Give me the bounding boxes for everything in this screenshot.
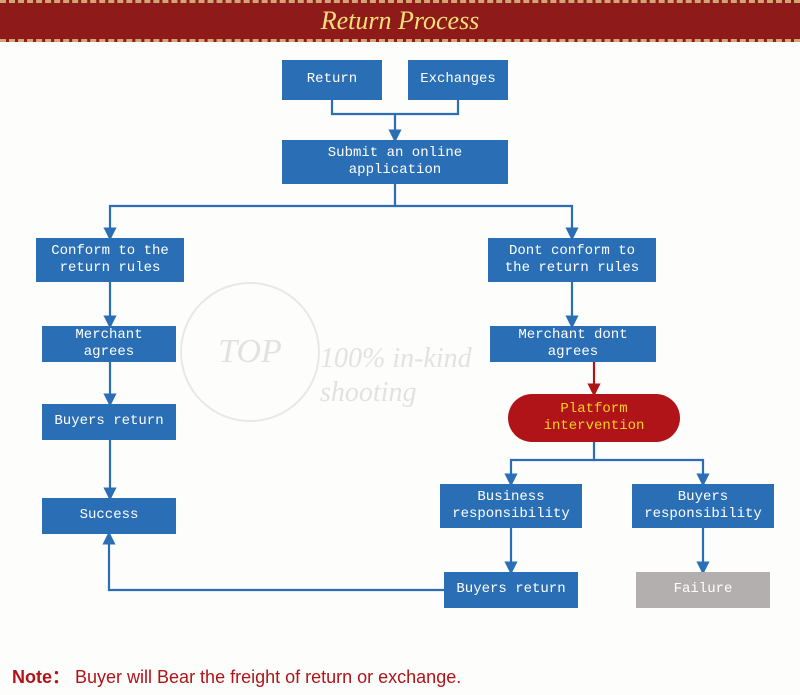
flowchart-canvas: TOP 100% in-kind shooting Return Exchange… <box>0 42 800 662</box>
page-title: Return Process <box>321 6 480 36</box>
edge-11 <box>594 460 703 484</box>
edge-1 <box>395 100 458 114</box>
node-success: Success <box>42 498 176 534</box>
node-platform: Platform intervention <box>508 394 680 442</box>
note-text: Buyer will Bear the freight of return or… <box>75 667 461 687</box>
node-buyers-return1: Buyers return <box>42 404 176 440</box>
node-submit: Submit an online application <box>282 140 508 184</box>
edge-0 <box>332 100 395 114</box>
node-exchanges: Exchanges <box>408 60 508 100</box>
node-conform: Conform to the return rules <box>36 238 184 282</box>
footer-note: Note： Buyer will Bear the freight of ret… <box>12 663 461 689</box>
node-return: Return <box>282 60 382 100</box>
watermark-circle-text: TOP <box>218 333 282 371</box>
node-merchant-agrees: Merchant agrees <box>42 326 176 362</box>
node-failure: Failure <box>636 572 770 608</box>
node-business-resp: Business responsibility <box>440 484 582 528</box>
note-label: Note： <box>12 667 70 687</box>
watermark-circle: TOP <box>180 282 320 422</box>
node-dont-conform: Dont conform to the return rules <box>488 238 656 282</box>
node-buyers-return2: Buyers return <box>444 572 578 608</box>
edge-4 <box>395 206 572 238</box>
header-banner: Return Process <box>0 0 800 42</box>
watermark-text: 100% in-kind shooting <box>320 342 472 409</box>
node-buyers-resp: Buyers responsibility <box>632 484 774 528</box>
edge-10 <box>511 442 594 484</box>
edge-3 <box>110 184 395 238</box>
edge-14 <box>109 534 444 590</box>
node-merchant-dont: Merchant dont agrees <box>490 326 656 362</box>
